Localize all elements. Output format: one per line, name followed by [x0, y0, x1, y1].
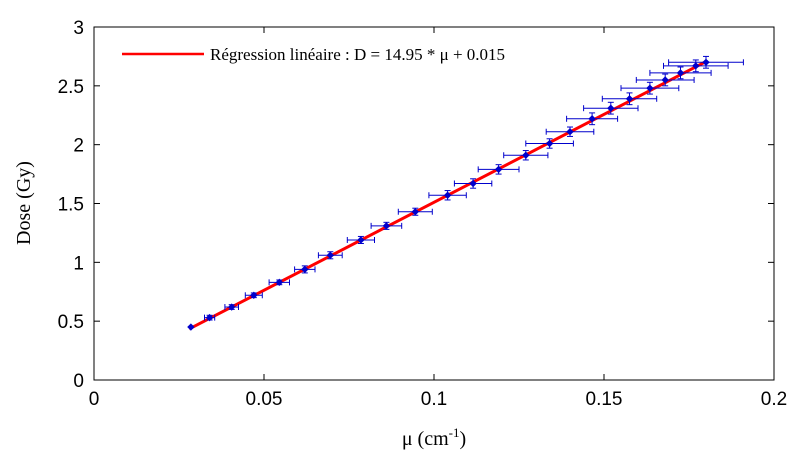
axis-tick-labels: 0 0.05 0.1 0.15 0.2 0 0.5 1 1.5 2 2.5 3 — [58, 18, 788, 410]
data-point — [346, 235, 375, 245]
point-marker — [676, 69, 685, 77]
data-point — [397, 207, 433, 216]
point-marker — [566, 128, 574, 136]
data-point — [453, 178, 493, 189]
data-points-group — [187, 55, 744, 331]
y-tick-label: 2 — [73, 136, 84, 157]
data-point — [187, 323, 195, 331]
legend-label: Régression linéaire : D = 14.95 * μ + 0.… — [210, 45, 505, 64]
point-marker — [469, 179, 477, 188]
point-marker — [205, 313, 214, 322]
data-point — [268, 278, 290, 287]
data-point — [583, 101, 639, 115]
point-marker — [661, 76, 669, 84]
point-marker — [588, 115, 596, 123]
data-point — [649, 66, 712, 80]
point-marker — [522, 151, 530, 159]
data-point — [317, 251, 343, 260]
point-marker — [494, 165, 503, 174]
data-point — [294, 265, 316, 274]
point-marker — [357, 236, 365, 244]
y-tick-label: 0 — [73, 371, 84, 392]
point-marker — [646, 84, 654, 92]
point-marker — [275, 278, 284, 287]
data-point — [503, 150, 549, 161]
point-marker — [625, 95, 634, 103]
point-marker — [187, 323, 195, 331]
point-marker — [443, 191, 452, 199]
data-point — [668, 55, 744, 69]
data-point — [525, 138, 574, 149]
x-tick-label: 0 — [89, 389, 100, 410]
data-point — [620, 81, 680, 95]
point-marker — [326, 251, 335, 259]
point-marker — [382, 222, 391, 230]
y-tick-label: 2.5 — [58, 77, 84, 98]
x-tick-label: 0.1 — [421, 389, 447, 410]
x-tick-label: 0.2 — [761, 389, 787, 410]
axis-ticks — [93, 26, 775, 381]
data-point — [244, 291, 263, 299]
point-marker — [607, 104, 615, 112]
point-marker — [692, 62, 700, 70]
data-point — [601, 92, 658, 106]
data-point — [428, 190, 467, 201]
data-point — [224, 303, 239, 311]
data-point — [204, 313, 216, 322]
point-marker — [702, 58, 710, 67]
x-tick-label: 0.15 — [586, 389, 623, 410]
y-tick-label: 1 — [73, 253, 84, 274]
data-point — [545, 126, 595, 137]
x-axis-title: μ (cm-1) — [402, 425, 466, 450]
data-point — [370, 221, 403, 230]
point-marker — [227, 303, 236, 311]
x-tick-label: 0.05 — [246, 389, 283, 410]
point-marker — [250, 291, 258, 299]
data-point — [566, 112, 619, 126]
point-marker — [301, 265, 309, 274]
y-axis-title: Dose (Gy) — [13, 161, 35, 245]
point-marker — [411, 208, 420, 216]
legend: Régression linéaire : D = 14.95 * μ + 0.… — [104, 38, 624, 68]
data-point — [477, 164, 520, 175]
y-tick-label: 0.5 — [58, 312, 84, 333]
y-tick-label: 1.5 — [58, 195, 84, 216]
y-tick-label: 3 — [73, 18, 84, 39]
point-marker — [545, 139, 554, 148]
data-point — [635, 73, 695, 87]
